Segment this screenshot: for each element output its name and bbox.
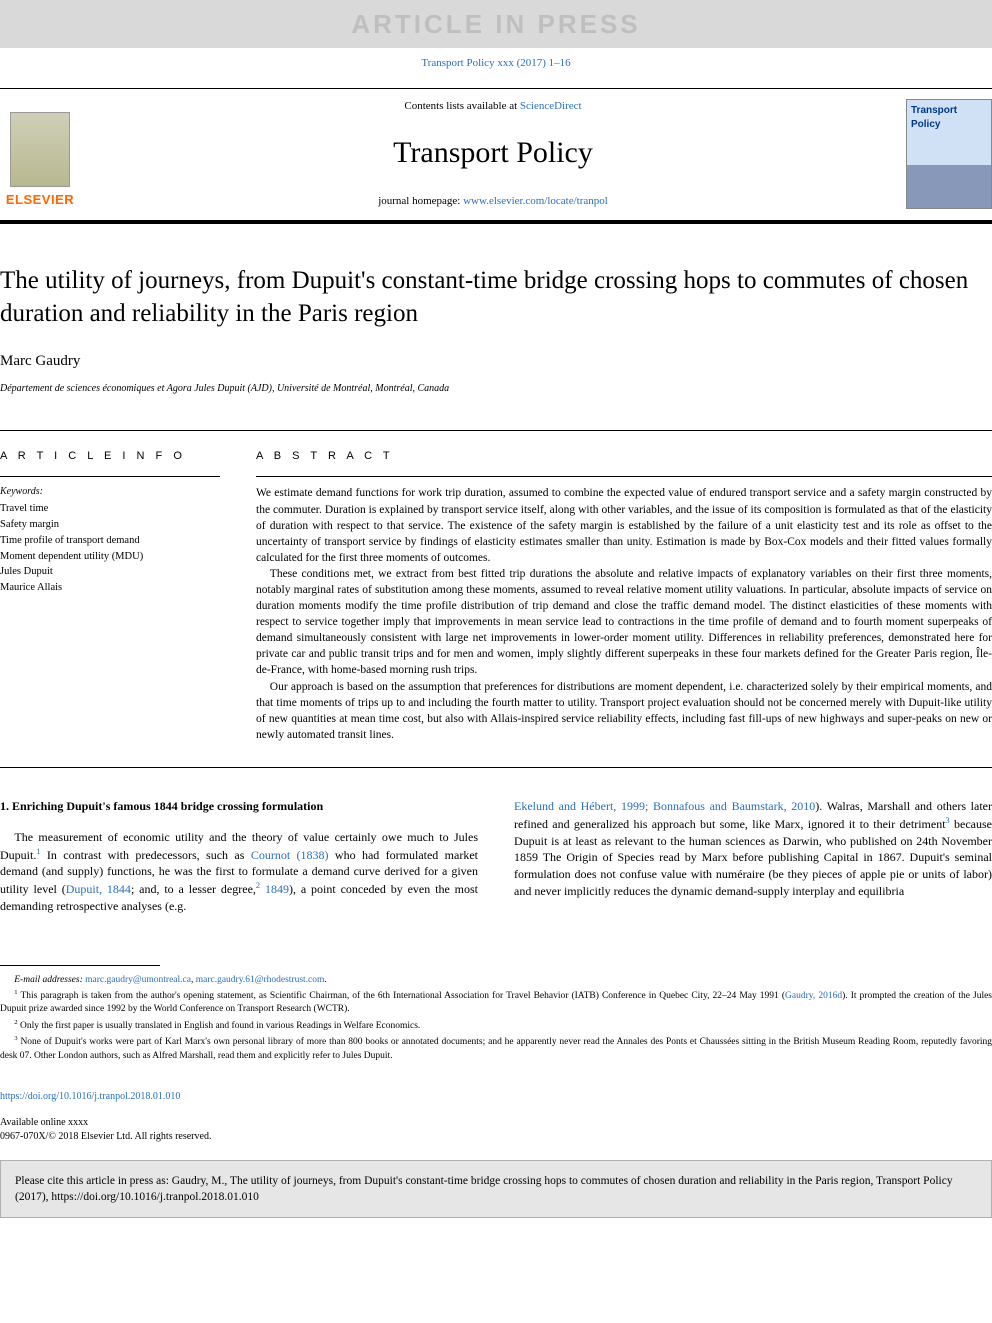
text-run: This paragraph is taken from the author'… xyxy=(20,991,785,1001)
publisher-name: ELSEVIER xyxy=(6,191,74,209)
reference-line: Transport Policy xxx (2017) 1–16 xyxy=(0,56,992,71)
contents-prefix: Contents lists available at xyxy=(404,100,519,112)
body-columns: 1. Enriching Dupuit's famous 1844 bridge… xyxy=(0,768,992,925)
author-affiliation: Département de sciences économiques et A… xyxy=(0,382,992,396)
sciencedirect-link[interactable]: ScienceDirect xyxy=(520,100,582,112)
abstract-paragraph: We estimate demand functions for work tr… xyxy=(256,485,992,565)
keyword: Moment dependent utility (MDU) xyxy=(0,549,220,565)
available-online: Available online xxxx xyxy=(0,1116,992,1130)
keyword: Time profile of transport demand xyxy=(0,533,220,549)
doi-link[interactable]: https://doi.org/10.1016/j.tranpol.2018.0… xyxy=(0,1091,180,1102)
citation-link[interactable]: 1849 xyxy=(260,882,289,896)
text-run: In contrast with predecessors, such as xyxy=(41,848,251,862)
text-run: None of Dupuit's works were part of Karl… xyxy=(0,1037,992,1060)
email-link[interactable]: marc.gaudry@umontreal.ca xyxy=(85,975,191,985)
publisher-logo: ELSEVIER xyxy=(0,99,80,209)
doi-meta: Available online xxxx 0967-070X/© 2018 E… xyxy=(0,1116,992,1144)
abstract: A B S T R A C T We estimate demand funct… xyxy=(256,449,992,743)
copyright-line: 0967-070X/© 2018 Elsevier Ltd. All right… xyxy=(0,1130,992,1144)
email-link[interactable]: marc.gaudry.61@rhodestrust.com xyxy=(196,975,325,985)
abstract-paragraph: These conditions met, we extract from be… xyxy=(256,566,992,679)
citation-link[interactable]: Ekelund and Hébert, 1999; Bonnafous and … xyxy=(514,799,815,813)
homepage-prefix: journal homepage: xyxy=(378,195,463,207)
article-info-heading: A R T I C L E I N F O xyxy=(0,449,220,464)
email-label: E-mail addresses: xyxy=(14,975,83,985)
email-line: E-mail addresses: marc.gaudry@umontreal.… xyxy=(0,974,992,987)
footnotes: E-mail addresses: marc.gaudry@umontreal.… xyxy=(0,966,992,1063)
article-in-press-watermark: ARTICLE IN PRESS xyxy=(0,0,992,48)
cover-title: Transport Policy xyxy=(907,100,991,136)
header-center: Contents lists available at ScienceDirec… xyxy=(100,99,886,210)
citation-link[interactable]: Dupuit, 1844 xyxy=(66,882,131,896)
contents-line: Contents lists available at ScienceDirec… xyxy=(100,99,886,114)
abstract-heading: A B S T R A C T xyxy=(256,449,992,464)
keyword: Safety margin xyxy=(0,517,220,533)
title-block: The utility of journeys, from Dupuit's c… xyxy=(0,224,992,431)
elsevier-tree-icon xyxy=(10,112,70,187)
text-run: ; and, to a lesser degree, xyxy=(131,882,256,896)
text-run: Only the first paper is usually translat… xyxy=(20,1021,420,1031)
keywords-list: Travel time Safety margin Time profile o… xyxy=(0,501,220,596)
doi-block: https://doi.org/10.1016/j.tranpol.2018.0… xyxy=(0,1064,992,1150)
journal-name: Transport Policy xyxy=(100,132,886,174)
journal-header: ELSEVIER Contents lists available at Sci… xyxy=(0,88,992,224)
journal-cover-thumb: Transport Policy xyxy=(906,99,992,209)
abstract-paragraph: Our approach is based on the assumption … xyxy=(256,679,992,743)
section-heading: 1. Enriching Dupuit's famous 1844 bridge… xyxy=(0,798,478,815)
homepage-line: journal homepage: www.elsevier.com/locat… xyxy=(100,194,886,209)
info-abstract-row: A R T I C L E I N F O Keywords: Travel t… xyxy=(0,431,992,768)
divider xyxy=(256,476,992,477)
article-info: A R T I C L E I N F O Keywords: Travel t… xyxy=(0,449,220,743)
author-name: Marc Gaudry xyxy=(0,351,992,372)
footnote: 1 This paragraph is taken from the autho… xyxy=(0,988,992,1017)
body-paragraph: Ekelund and Hébert, 1999; Bonnafous and … xyxy=(514,798,992,900)
citation-link[interactable]: Gaudry, 2016d xyxy=(785,991,842,1001)
article-title: The utility of journeys, from Dupuit's c… xyxy=(0,264,992,332)
body-column-left: 1. Enriching Dupuit's famous 1844 bridge… xyxy=(0,798,478,915)
body-column-right: Ekelund and Hébert, 1999; Bonnafous and … xyxy=(514,798,992,915)
footnote: 3 None of Dupuit's works were part of Ka… xyxy=(0,1034,992,1063)
divider xyxy=(0,476,220,477)
citation-link[interactable]: Cournot (1838) xyxy=(251,848,329,862)
homepage-link[interactable]: www.elsevier.com/locate/tranpol xyxy=(463,195,608,207)
keyword: Maurice Allais xyxy=(0,580,220,596)
keyword: Jules Dupuit xyxy=(0,564,220,580)
footnote: 2 Only the first paper is usually transl… xyxy=(0,1018,992,1033)
keyword: Travel time xyxy=(0,501,220,517)
body-paragraph: The measurement of economic utility and … xyxy=(0,829,478,915)
keywords-label: Keywords: xyxy=(0,485,220,499)
citation-box: Please cite this article in press as: Ga… xyxy=(0,1160,992,1218)
